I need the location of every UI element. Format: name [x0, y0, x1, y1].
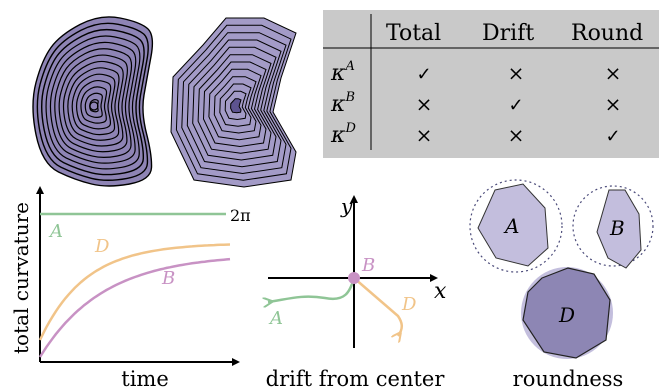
- smooth-contour-ring: [36, 22, 149, 181]
- property-table: Total Drift Round κA κB κD ✓ × × × ✓ × ×…: [323, 10, 659, 158]
- roundness-circle-a: [469, 179, 563, 273]
- cell-d-round: ✓: [605, 126, 620, 147]
- series-b-line: [38, 257, 231, 358]
- header-drift: Drift: [482, 21, 534, 46]
- smooth-contour-ring: [41, 28, 145, 176]
- curvature-ylabel: total curvature: [9, 202, 33, 354]
- series-d-line: [38, 243, 231, 341]
- polygon-contour-ring: [219, 83, 252, 127]
- drift-plot: y x B A D drift from center: [266, 194, 447, 389]
- roundness-label-d: D: [558, 303, 575, 327]
- smooth-contour-ring: [54, 48, 133, 158]
- roundness-xlabel: roundness: [513, 367, 624, 389]
- smooth-contour-ring: [71, 73, 116, 136]
- curvature-plot: 2π A D B total curvature time: [9, 186, 251, 389]
- smooth-contour-ring: [49, 41, 137, 164]
- cell-a-total: ✓: [416, 64, 431, 85]
- roundness-circle-b: [572, 185, 654, 267]
- row-label-kappa-a: κA: [330, 59, 355, 86]
- smooth-contour-ring: [62, 60, 124, 147]
- drift-label-b: B: [361, 255, 375, 276]
- smooth-contour-ring: [80, 86, 108, 124]
- series-b-label: B: [161, 268, 175, 289]
- polygon-contour-ring: [224, 90, 247, 121]
- smooth-contour-ring: [32, 16, 154, 187]
- level-2pi-label: 2π: [230, 206, 251, 225]
- polygon-contour-ring: [181, 32, 287, 175]
- polygon-contour-ring: [197, 54, 272, 154]
- header-round: Round: [571, 21, 643, 46]
- smooth-contour-ring: [75, 79, 112, 130]
- series-d-label: D: [94, 236, 110, 257]
- cell-a-drift: ×: [508, 61, 525, 85]
- smooth-contour-ring: [45, 35, 141, 170]
- cell-a-round: ×: [605, 61, 622, 85]
- drift-xlabel: drift from center: [266, 367, 446, 389]
- series-a-label: A: [48, 221, 63, 242]
- polygon-contour-ring: [202, 61, 267, 148]
- roundness-shape-a: [477, 183, 549, 267]
- drift-y-label: y: [340, 194, 353, 218]
- cell-d-total: ×: [416, 123, 433, 147]
- smooth-contour-ring: [67, 67, 120, 141]
- smooth-contour-center: [89, 101, 99, 111]
- drift-label-d: D: [401, 294, 417, 315]
- drift-path-d: [353, 277, 403, 336]
- smooth-contour-ring: [89, 99, 99, 113]
- smooth-contour-evolution: [32, 16, 154, 187]
- polygon-contour-ring: [230, 98, 242, 114]
- drift-x-label: x: [434, 279, 447, 304]
- drift-path-a: [268, 277, 356, 302]
- cell-b-drift: ✓: [508, 95, 523, 116]
- row-label-kappa-b: κB: [330, 90, 355, 117]
- roundness-shape-d: [522, 267, 611, 359]
- polygon-contour-ring: [192, 46, 277, 161]
- smooth-contour-ring: [58, 54, 128, 153]
- roundness-label-b: B: [609, 216, 625, 240]
- roundness-plot: A B D roundness: [469, 179, 654, 389]
- roundness-shape-b: [596, 189, 642, 269]
- polygonal-contour-evolution: [170, 17, 297, 188]
- cell-b-round: ×: [605, 92, 622, 116]
- cell-b-total: ×: [416, 92, 433, 116]
- cell-d-drift: ×: [508, 123, 525, 147]
- drift-point-b: [348, 272, 360, 284]
- polygon-contour-ring: [213, 76, 257, 134]
- drift-label-a: A: [268, 308, 283, 329]
- polygon-contour-ring: [186, 39, 282, 168]
- table-background: [323, 10, 659, 158]
- polygon-contour-ring: [175, 24, 292, 181]
- smooth-contour-ring: [84, 92, 103, 118]
- roundness-label-a: A: [503, 214, 519, 238]
- header-total: Total: [386, 21, 441, 46]
- polygon-contour-ring: [208, 68, 262, 141]
- curvature-xlabel: time: [121, 367, 169, 389]
- row-label-kappa-d: κD: [330, 121, 356, 148]
